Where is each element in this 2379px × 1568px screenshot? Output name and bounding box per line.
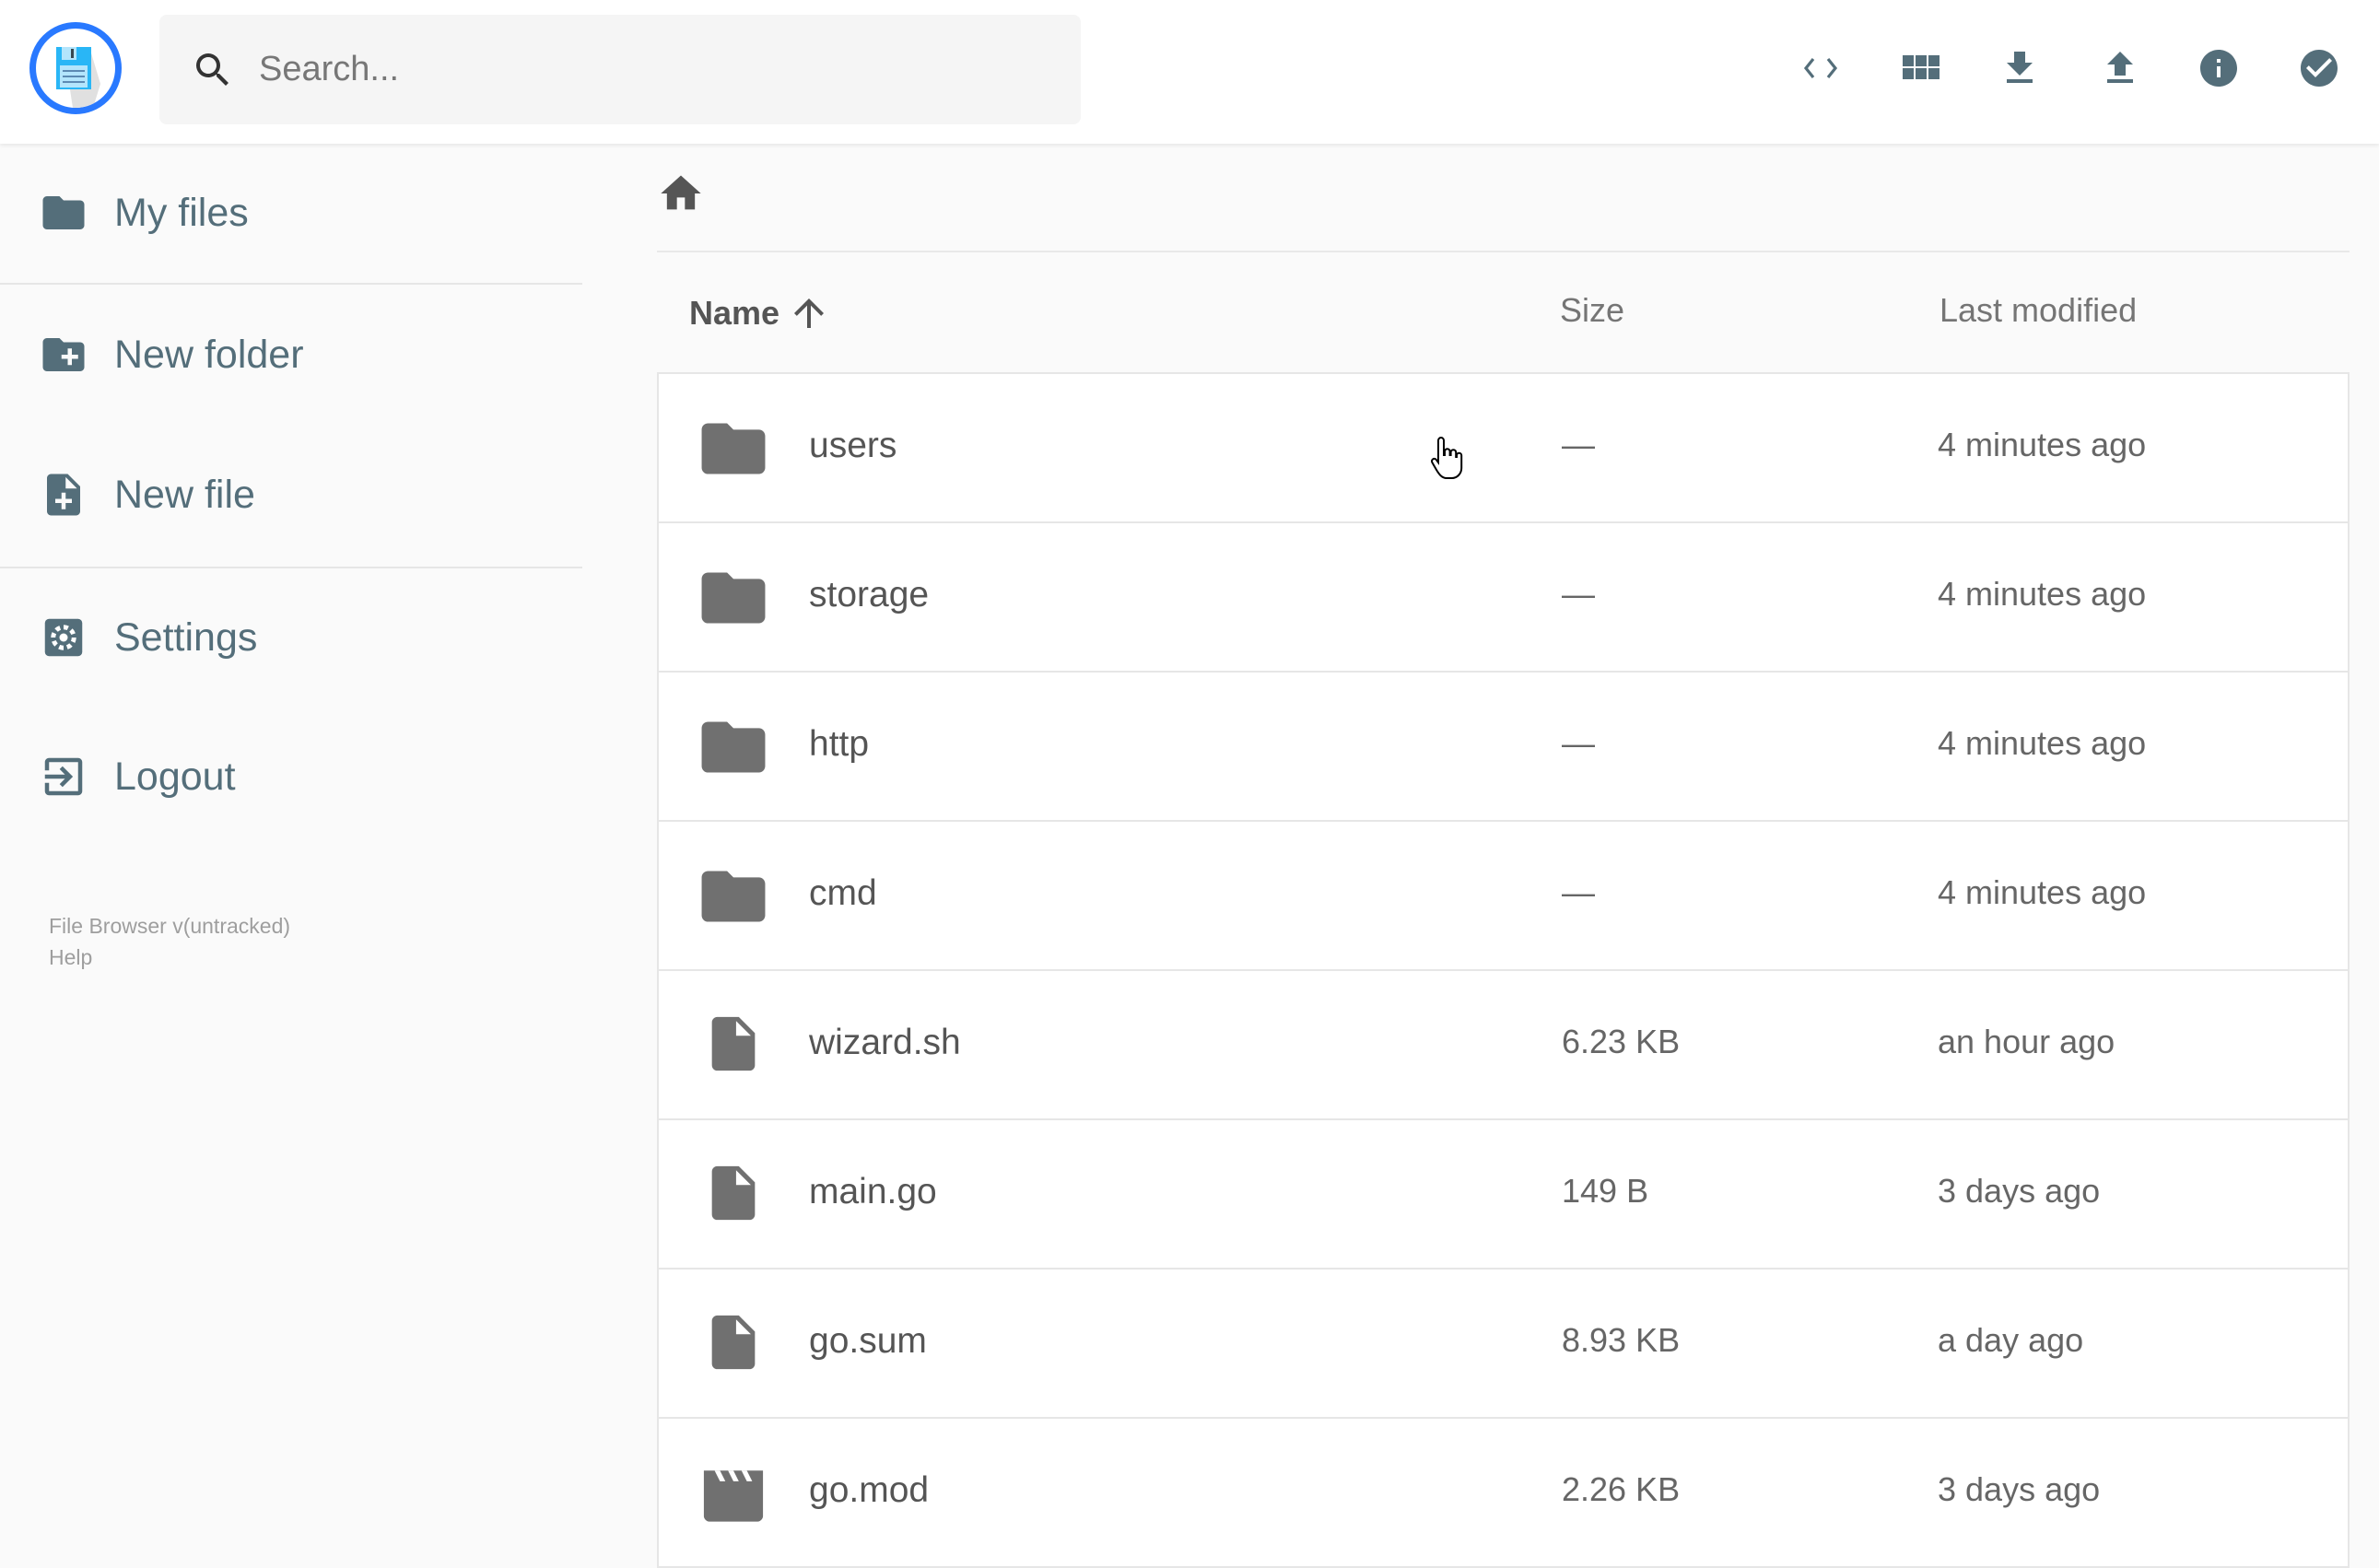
hand-cursor-icon — [1430, 436, 1463, 479]
floppy-disk-icon — [56, 47, 100, 108]
file-row[interactable]: wizard.sh 6.23 KB an hour ago — [659, 971, 2348, 1120]
file-icon — [701, 1016, 766, 1072]
search-bar[interactable] — [159, 15, 1081, 124]
file-modified: an hour ago — [1938, 1023, 2115, 1060]
sidebar-item-label: Logout — [114, 754, 236, 799]
sidebar: My files New folder New file Settings Lo… — [0, 144, 582, 1529]
column-name-header[interactable]: Name — [689, 291, 831, 335]
file-name: cmd — [809, 873, 877, 913]
sidebar-item-label: My files — [114, 190, 249, 235]
info-icon — [2200, 50, 2237, 87]
file-row[interactable]: http — 4 minutes ago — [659, 673, 2348, 822]
breadcrumb-home[interactable] — [657, 170, 705, 222]
folder-icon — [701, 719, 766, 774]
sidebar-item-new-file[interactable]: New file — [0, 449, 582, 541]
file-row[interactable]: go.sum 8.93 KB a day ago — [659, 1270, 2348, 1419]
sidebar-item-label: New folder — [114, 332, 304, 377]
divider — [0, 283, 582, 285]
folder-icon — [701, 420, 766, 475]
file-name: http — [809, 724, 870, 764]
sidebar-item-new-folder[interactable]: New folder — [0, 309, 582, 401]
create-new-folder-icon — [42, 338, 85, 371]
code-view-icon — [1803, 58, 1838, 78]
sidebar-item-logout[interactable]: Logout — [0, 731, 582, 823]
file-name: main.go — [809, 1172, 937, 1211]
header — [0, 0, 2379, 144]
file-size: — — [1562, 724, 1595, 762]
sidebar-item-label: New file — [114, 472, 255, 517]
file-name: storage — [809, 575, 930, 614]
select-multiple-button[interactable] — [2297, 46, 2341, 90]
file-modified: 3 days ago — [1938, 1172, 2101, 1210]
file-size: 149 B — [1562, 1172, 1649, 1210]
file-size: 2.26 KB — [1562, 1470, 1681, 1508]
file-name: wizard.sh — [809, 1023, 961, 1062]
file-icon — [701, 1315, 766, 1371]
file-name: go.sum — [809, 1321, 927, 1361]
exit-icon — [44, 757, 83, 796]
divider — [0, 567, 582, 568]
help-link[interactable]: Help — [49, 945, 93, 969]
file-row[interactable]: users — 4 minutes ago — [659, 374, 2348, 523]
version-text: File Browser v(untracked) — [49, 914, 291, 938]
folder-icon — [701, 868, 766, 923]
search-icon — [196, 53, 229, 86]
file-modified: 4 minutes ago — [1938, 575, 2147, 613]
arrow-up-icon — [794, 298, 825, 328]
file-modified: a day ago — [1938, 1321, 2084, 1359]
sidebar-item-my-files[interactable]: My files — [0, 167, 582, 259]
file-name: go.mod — [809, 1470, 930, 1510]
file-size: 8.93 KB — [1562, 1321, 1681, 1359]
sidebar-item-label: Settings — [114, 614, 258, 660]
file-size: — — [1562, 575, 1595, 613]
logo[interactable] — [29, 22, 122, 114]
column-modified-header[interactable]: Last modified — [1940, 291, 2138, 329]
select-check-icon — [2301, 50, 2338, 87]
file-size: 6.23 KB — [1562, 1023, 1681, 1060]
download-icon — [2007, 52, 2033, 83]
grid-view-icon — [1903, 55, 1940, 79]
toggle-source-button[interactable] — [1799, 46, 1843, 90]
note-add-icon — [47, 474, 80, 516]
file-modified: 3 days ago — [1938, 1470, 2101, 1508]
settings-icon — [44, 618, 83, 657]
file-list: users — 4 minutes ago storage — 4 minute… — [657, 372, 2350, 1568]
file-row[interactable]: storage — 4 minutes ago — [659, 523, 2348, 673]
file-modified: 4 minutes ago — [1938, 724, 2147, 762]
column-name-label: Name — [689, 294, 780, 332]
file-size: — — [1562, 873, 1595, 911]
info-button[interactable] — [2197, 46, 2241, 90]
file-modified: 4 minutes ago — [1938, 873, 2147, 911]
file-modified: 4 minutes ago — [1938, 426, 2147, 463]
search-input[interactable] — [259, 15, 1042, 124]
download-button[interactable] — [1998, 46, 2042, 90]
file-icon — [701, 1165, 766, 1222]
file-size: — — [1562, 426, 1595, 463]
file-row[interactable]: cmd — 4 minutes ago — [659, 822, 2348, 971]
folder-icon — [701, 569, 766, 625]
upload-icon — [2107, 52, 2133, 83]
switch-view-button[interactable] — [1899, 46, 1943, 90]
file-name: users — [809, 426, 897, 465]
sidebar-item-settings[interactable]: Settings — [0, 591, 582, 684]
home-icon — [661, 175, 701, 210]
folder-icon — [42, 196, 85, 229]
upload-button[interactable] — [2098, 46, 2142, 90]
movie-icon — [701, 1465, 766, 1522]
column-size-header[interactable]: Size — [1560, 291, 1625, 329]
divider — [657, 251, 2350, 252]
file-row[interactable]: main.go 149 B 3 days ago — [659, 1120, 2348, 1270]
file-row[interactable]: go.mod 2.26 KB 3 days ago — [659, 1419, 2348, 1568]
